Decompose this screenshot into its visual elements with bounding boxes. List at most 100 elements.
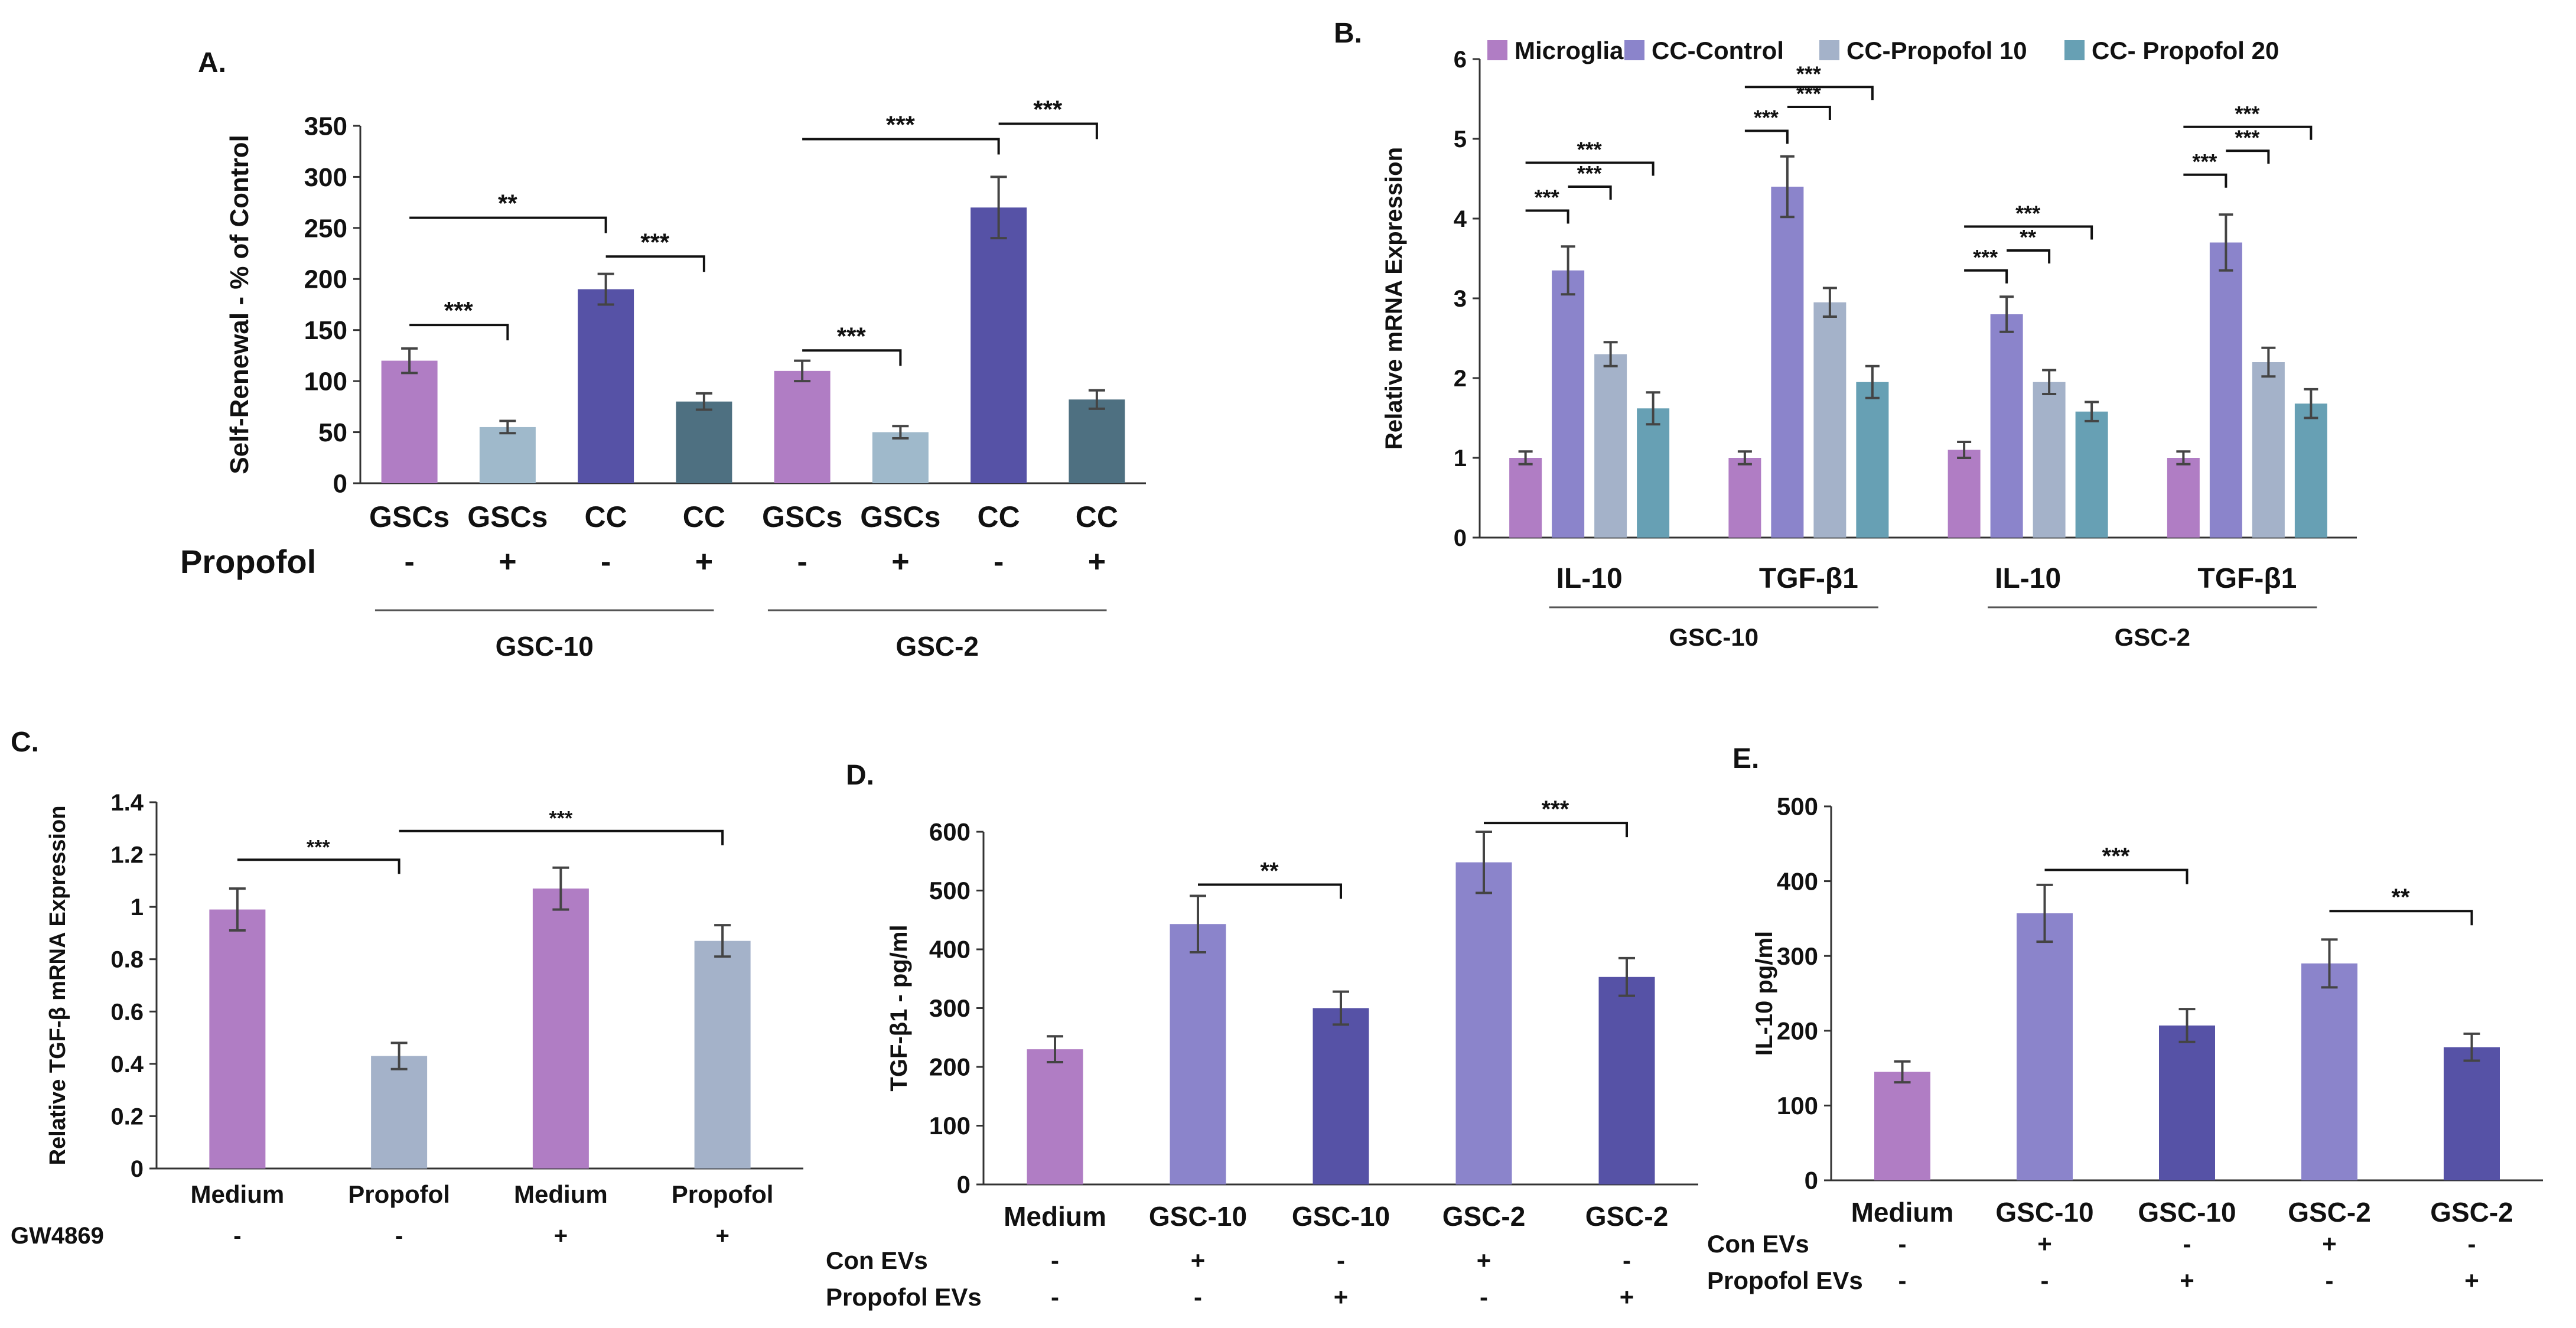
y-tick-label: 1.2	[110, 842, 144, 868]
propofol-sign: -	[797, 545, 807, 579]
x-category-label: CC	[1076, 500, 1118, 533]
significance-11-label: ***	[2235, 102, 2259, 126]
bar-1	[1170, 924, 1226, 1184]
x-category-label: GSCs	[369, 500, 450, 533]
significance-0-label: ***	[307, 836, 330, 858]
bar-cc-control	[1990, 314, 2023, 538]
row-sign: +	[554, 1223, 568, 1249]
y-tick-label: 3	[1454, 286, 1467, 312]
bar-cc-control	[1552, 270, 1585, 538]
panel-label: B.	[1334, 18, 1362, 49]
bar-microglia	[1509, 458, 1542, 538]
bar-1	[479, 427, 536, 483]
propofol-sign: -	[994, 545, 1004, 579]
x-category-label: Propofol	[672, 1180, 774, 1208]
x-category-label: GSC-10	[1292, 1201, 1390, 1232]
row-sign: -	[1194, 1283, 1202, 1311]
x-category-label: CC	[585, 500, 627, 533]
y-tick-label: 0	[1454, 525, 1467, 551]
row-sign: +	[2464, 1267, 2479, 1294]
legend-swatch	[1624, 40, 1644, 60]
significance-1-label: **	[498, 190, 517, 217]
significance-3-label: ***	[837, 322, 867, 350]
significance-9-label: ***	[2192, 149, 2217, 174]
row-sign: -	[2041, 1267, 2049, 1294]
significance-3-label: ***	[1754, 106, 1779, 130]
significance-1-bracket	[399, 829, 724, 845]
bar-cc-propofol-10	[1594, 354, 1627, 538]
legend-label: CC- Propofol 20	[2092, 37, 2279, 64]
significance-3-bracket	[802, 349, 902, 366]
y-tick-label: 600	[929, 818, 971, 846]
y-tick-label: 0	[333, 469, 347, 498]
row-sign: -	[1051, 1246, 1059, 1274]
y-tick-label: 0.8	[110, 947, 144, 973]
propofol-sign: +	[891, 545, 909, 579]
bar-microglia	[1728, 458, 1761, 538]
propofol-sign: +	[499, 545, 516, 579]
panel-d-tgf-beta1-elisa-chart: D. 0 100 200 300 400 500 600 TGF-β1 - pg/ml Mediu…	[826, 760, 1698, 1311]
significance-0-label: ***	[2102, 844, 2130, 870]
significance-4-bracket	[1787, 106, 1831, 120]
significance-1-label: ***	[549, 808, 573, 830]
row-label: Propofol EVs	[826, 1283, 982, 1311]
panel-label: C.	[11, 727, 39, 758]
legend-label: CC-Propofol 10	[1846, 37, 2027, 64]
x-category-label: IL-10	[1995, 563, 2061, 594]
y-tick-label: 400	[929, 936, 971, 964]
significance-10-label: ***	[2235, 125, 2259, 149]
row-sign: -	[1337, 1246, 1345, 1274]
y-tick-label: 200	[1777, 1017, 1818, 1045]
y-tick-label: 200	[304, 265, 347, 294]
row-sign: +	[2037, 1230, 2052, 1258]
row-sign: -	[1623, 1246, 1631, 1274]
row-sign: +	[2180, 1267, 2194, 1294]
bar-2	[2159, 1025, 2215, 1180]
row-sign: -	[233, 1223, 241, 1249]
significance-7-bracket	[2007, 249, 2051, 263]
row-sign: +	[1191, 1246, 1206, 1274]
bar-4	[1598, 977, 1655, 1184]
y-tick-label: 350	[304, 112, 347, 141]
bar-2	[578, 289, 634, 483]
row-sign: -	[1480, 1283, 1488, 1311]
y-tick-label: 1	[1454, 445, 1467, 471]
y-tick-label: 6	[1454, 47, 1467, 73]
significance-4-bracket	[802, 138, 1000, 155]
y-tick-label: 400	[1777, 867, 1818, 895]
bar-7	[1069, 399, 1125, 483]
legend-label: CC-Control	[1652, 37, 1784, 64]
y-axis-title: TGF-β1 - pg/ml	[886, 925, 912, 1091]
row-sign: -	[1898, 1267, 1907, 1294]
bar-2	[1313, 1008, 1369, 1184]
x-category-label: GSCs	[860, 500, 940, 533]
bar-cc--propofol-20	[1856, 382, 1889, 538]
bar-3	[694, 940, 751, 1168]
y-axis-title: Relative TGF-β mRNA Expression	[45, 806, 70, 1166]
legend-swatch	[1819, 40, 1839, 60]
row-sign: +	[1477, 1246, 1491, 1274]
significance-5-label: ***	[1033, 96, 1063, 123]
significance-4-label: ***	[886, 110, 916, 138]
significance-0-label: **	[1260, 858, 1279, 884]
significance-9-bracket	[2183, 173, 2227, 188]
bar-6	[971, 207, 1027, 483]
group-label: GSC-2	[895, 631, 979, 662]
row-sign: +	[2322, 1230, 2337, 1258]
significance-2-label: ***	[1577, 138, 1602, 162]
panel-a-self-renewal-chart: A. 0 50 100 150 200 250 300 350 Self-Renewal - % …	[180, 47, 1146, 662]
y-tick-label: 0.6	[110, 999, 144, 1025]
row-label-propofol: Propofol	[180, 543, 316, 580]
x-category-label: GSC-10	[1995, 1197, 2093, 1228]
bar-3	[2301, 963, 2357, 1180]
y-tick-label: 100	[929, 1112, 971, 1140]
group-label: GSC-2	[2115, 623, 2190, 651]
y-tick-label: 300	[1777, 942, 1818, 970]
y-tick-label: 0.2	[110, 1104, 144, 1130]
panel-c-tgf-beta-chart: C. 0 0.2 0.4 0.6 0.8 1 1.2 1.4 Relative TGF-β mRN…	[11, 727, 803, 1249]
bar-cc-propofol-10	[2033, 382, 2066, 538]
row-sign: +	[1620, 1283, 1634, 1311]
significance-0-bracket	[2044, 868, 2189, 884]
significance-2-bracket	[1525, 161, 1655, 176]
